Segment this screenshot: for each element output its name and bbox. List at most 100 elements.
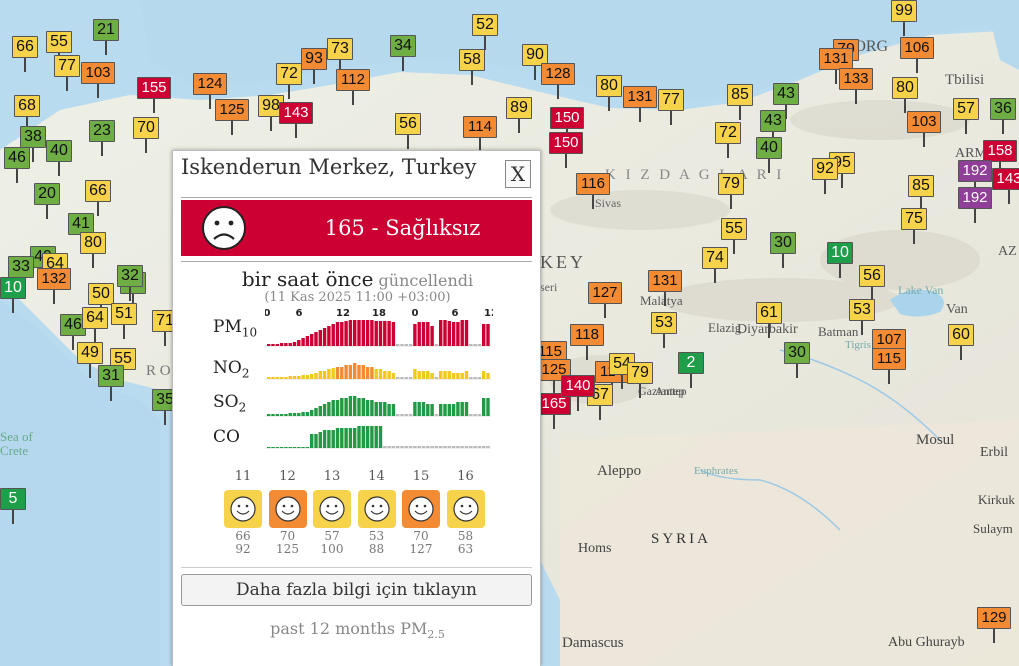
aqi-station-marker[interactable]: 115 [533, 341, 567, 381]
aqi-station-marker[interactable]: 150 [549, 132, 583, 172]
past-12-months-link[interactable]: past 12 months PM2.5 [173, 619, 542, 641]
aqi-station-marker[interactable]: 92 [812, 158, 838, 198]
aqi-station-marker[interactable]: 103 [907, 111, 941, 151]
aqi-station-marker[interactable]: 99 [891, 0, 917, 40]
aqi-station-marker[interactable]: 73 [327, 38, 353, 78]
aqi-station-marker[interactable]: 61 [756, 302, 782, 342]
aqi-station-marker[interactable]: 115 [872, 348, 906, 388]
aqi-station-marker[interactable]: 32 [117, 265, 143, 305]
aqi-station-marker[interactable]: 35 [152, 389, 178, 429]
aqi-station-marker[interactable]: 106 [900, 37, 934, 77]
aqi-station-marker[interactable]: 80 [596, 75, 622, 115]
pollutant-history-chart[interactable]: 0 6 12 18 0 6 12 [265, 306, 493, 451]
aqi-station-marker[interactable]: 54 [609, 353, 635, 393]
aqi-station-marker[interactable]: 85 [908, 175, 934, 215]
aqi-station-marker[interactable]: 72 [276, 63, 302, 103]
history-bar [473, 446, 477, 448]
aqi-station-marker[interactable]: 41 [68, 213, 94, 253]
aqi-station-marker[interactable]: 20 [34, 183, 60, 223]
aqi-station-marker[interactable]: 38 [20, 126, 46, 166]
aqi-station-marker[interactable]: 143 [992, 168, 1019, 208]
aqi-station-marker[interactable]: 70 [133, 117, 159, 157]
history-bar [314, 434, 318, 448]
aqi-station-marker[interactable]: 55 [46, 31, 72, 71]
aqi-station-marker[interactable]: 131 [623, 86, 657, 126]
aqi-station-marker[interactable]: 36 [990, 98, 1016, 138]
aqi-station-marker[interactable]: 103 [81, 62, 115, 102]
aqi-station-marker[interactable]: 46 [4, 147, 30, 187]
aqi-station-marker[interactable]: 93 [301, 48, 327, 88]
close-button[interactable]: X [505, 160, 531, 188]
aqi-station-marker[interactable]: 66 [12, 36, 38, 76]
aqi-station-marker[interactable]: 43 [773, 83, 799, 123]
aqi-station-marker[interactable]: 129 [977, 607, 1011, 647]
aqi-station-marker[interactable]: 34 [390, 35, 416, 75]
aqi-station-marker[interactable]: 56 [395, 113, 421, 153]
aqi-station-marker[interactable]: 85 [727, 84, 753, 124]
aqi-station-marker[interactable]: 74 [702, 247, 728, 287]
aqi-station-marker[interactable]: 75 [901, 208, 927, 248]
aqi-station-marker[interactable]: 33 [8, 256, 34, 296]
aqi-marker-value: 55 [110, 348, 136, 370]
aqi-station-marker[interactable]: 40 [756, 137, 782, 177]
aqi-station-marker[interactable]: 58 [459, 49, 485, 89]
aqi-station-marker[interactable]: 165 [537, 393, 571, 433]
aqi-station-marker[interactable]: 55 [110, 348, 136, 388]
aqi-station-marker[interactable]: 66 [85, 180, 111, 220]
aqi-station-marker[interactable]: 80 [80, 232, 106, 272]
aqi-station-marker[interactable]: 114 [463, 116, 497, 156]
aqi-station-marker[interactable]: 43 [760, 110, 786, 150]
aqi-station-marker[interactable]: 5 [0, 488, 26, 528]
history-bar [267, 377, 271, 379]
aqi-station-marker[interactable]: 64 [82, 307, 108, 347]
aqi-station-marker[interactable]: 10 [827, 242, 853, 282]
aqi-station-marker[interactable]: 125 [215, 99, 249, 139]
aqi-station-marker[interactable]: 49 [77, 342, 103, 382]
aqi-station-marker[interactable]: 131 [648, 270, 682, 310]
aqi-station-marker[interactable]: 21 [93, 19, 119, 59]
aqi-station-marker[interactable]: 133 [839, 68, 873, 108]
aqi-station-marker[interactable]: 68 [14, 95, 40, 135]
aqi-station-marker[interactable]: 80 [892, 77, 918, 117]
aqi-station-marker[interactable]: 57 [953, 98, 979, 138]
aqi-station-marker[interactable]: 56 [859, 265, 885, 305]
more-info-button[interactable]: Daha fazla bilgi için tıklayın [181, 574, 532, 606]
aqi-station-marker[interactable]: 72 [715, 122, 741, 162]
aqi-station-marker[interactable]: 124 [193, 73, 227, 113]
aqi-station-marker[interactable]: 112 [336, 69, 370, 109]
aqi-marker-value: 73 [327, 38, 353, 60]
aqi-marker-value: 80 [596, 75, 622, 97]
aqi-station-marker[interactable]: 155 [137, 77, 171, 117]
aqi-station-marker[interactable]: 77 [658, 89, 684, 129]
aqi-station-marker[interactable]: 10 [0, 277, 26, 317]
aqi-station-marker[interactable]: 132 [37, 268, 71, 308]
aqi-station-marker[interactable]: 30 [770, 232, 796, 272]
aqi-station-marker[interactable]: 127 [588, 282, 622, 322]
aqi-station-marker[interactable]: 192 [958, 187, 992, 227]
aqi-station-marker[interactable]: 55 [721, 218, 747, 258]
aqi-station-marker[interactable]: 52 [472, 14, 498, 54]
history-bar [408, 344, 413, 346]
aqi-station-marker[interactable]: 77 [54, 55, 80, 95]
aqi-station-marker[interactable]: 2 [678, 352, 704, 392]
aqi-station-marker[interactable]: 53 [651, 312, 677, 352]
aqi-station-marker[interactable]: 53 [849, 299, 875, 339]
aqi-station-marker[interactable]: 158 [983, 140, 1017, 180]
aqi-station-marker[interactable]: 89 [506, 97, 532, 137]
aqi-station-marker[interactable]: 23 [89, 120, 115, 160]
aqi-station-marker[interactable]: 140 [561, 375, 595, 415]
aqi-station-marker[interactable]: 90 [522, 44, 548, 84]
aqi-station-marker[interactable]: 131 [819, 48, 853, 88]
aqi-station-marker[interactable]: 30 [784, 342, 810, 382]
aqi-station-marker[interactable]: 40 [46, 140, 72, 180]
aqi-station-marker[interactable]: 116 [576, 173, 610, 213]
aqi-station-marker[interactable]: 60 [948, 324, 974, 364]
aqi-station-marker[interactable]: 51 [111, 303, 137, 343]
aqi-station-marker[interactable]: 107 [872, 329, 906, 369]
aqi-station-marker[interactable]: 118 [570, 324, 604, 364]
aqi-station-marker[interactable]: 79 [718, 173, 744, 213]
aqi-station-marker[interactable]: 143 [279, 102, 313, 142]
aqi-station-marker[interactable]: 79 [627, 362, 653, 402]
aqi-station-marker[interactable]: 128 [541, 63, 575, 103]
aqi-station-marker[interactable]: 31 [98, 365, 124, 405]
